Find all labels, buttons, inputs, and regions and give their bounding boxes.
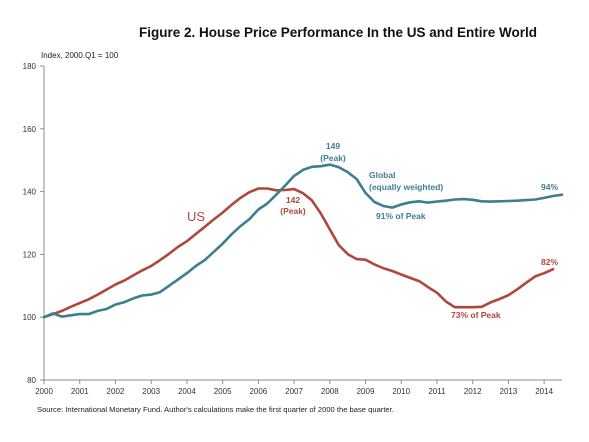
y-tick-label: 100: [23, 313, 37, 322]
x-ticks: 2000 2001 2002 2003 2004 2005 2006 2007 2008 2009…: [35, 380, 554, 396]
x-tick-label: 2000: [35, 387, 53, 396]
x-tick-label: 2004: [178, 387, 196, 396]
x-tick-label: 2012: [464, 387, 482, 396]
x-tick-label: 2013: [500, 387, 518, 396]
us-series-line: [42, 187, 555, 319]
y-axis: 80 100 120 140 160 180: [23, 62, 45, 385]
chart-title: Figure 2. House Price Performance In the…: [139, 25, 537, 40]
global-trough-label: 91% of Peak: [376, 211, 426, 221]
global-peak-value: 149: [326, 141, 340, 151]
global-series-sublabel: (equally weighted): [369, 182, 443, 192]
us-series-label: US: [187, 209, 205, 224]
y-tick-label: 80: [27, 376, 36, 385]
source-note: Source: International Monetary Fund. Aut…: [37, 405, 394, 414]
y-tick-label: 120: [23, 250, 37, 259]
x-tick-label: 2008: [321, 387, 339, 396]
x-tick-label: 2010: [392, 387, 410, 396]
x-tick-label: 2006: [249, 387, 267, 396]
y-ticks: 80 100 120 140 160 180: [23, 62, 44, 385]
x-tick-label: 2011: [428, 387, 446, 396]
us-peak-label: (Peak): [280, 206, 306, 216]
us-peak-value: 142: [286, 195, 300, 205]
global-series-line: [42, 163, 564, 319]
us-end-label: 82%: [541, 257, 558, 267]
y-tick-label: 160: [23, 125, 37, 134]
global-series-label: Global: [369, 170, 395, 180]
global-end-label: 94%: [541, 182, 558, 192]
y-tick-label: 140: [23, 188, 37, 197]
global-peak-label: (Peak): [320, 153, 346, 163]
us-trough-label: 73% of Peak: [451, 310, 501, 320]
x-tick-label: 2005: [214, 387, 232, 396]
series-layer: [42, 163, 564, 319]
x-tick-label: 2002: [107, 387, 125, 396]
x-tick-label: 2014: [535, 387, 553, 396]
x-tick-label: 2009: [357, 387, 375, 396]
y-tick-label: 180: [23, 62, 37, 71]
x-axis: 2000 2001 2002 2003 2004 2005 2006 2007 2008 2009…: [35, 379, 562, 396]
x-tick-label: 2003: [142, 387, 160, 396]
x-tick-label: 2007: [285, 387, 303, 396]
x-tick-label: 2001: [71, 387, 89, 396]
y-axis-unit-label: Index, 2000.Q1 = 100: [41, 51, 119, 60]
